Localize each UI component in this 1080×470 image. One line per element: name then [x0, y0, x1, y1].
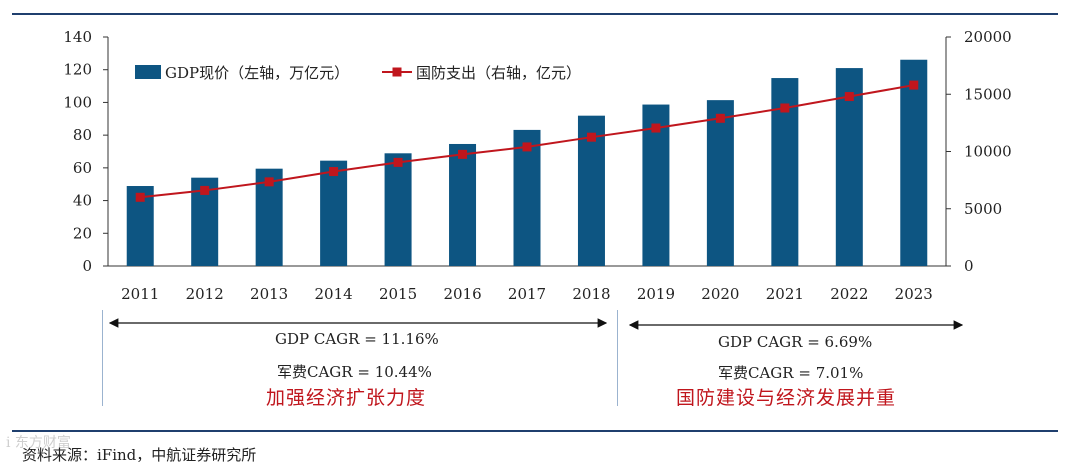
defense-spending-point — [200, 185, 210, 195]
period-arrows — [108, 318, 964, 330]
bottom-rule — [12, 430, 1058, 432]
x-tick-label: 2013 — [250, 285, 288, 303]
left-tick-label: 140 — [63, 28, 92, 46]
defense-spending-point — [329, 167, 339, 177]
gdp-bar — [449, 143, 477, 266]
watermark: i 东方财富 — [6, 435, 71, 451]
divider-middle — [617, 310, 618, 406]
period-2-gdp-cagr: GDP CAGR = 6.69% — [718, 333, 873, 351]
period-1-gdp-cagr: GDP CAGR = 11.16% — [275, 330, 439, 348]
period-2-theme: 国防建设与经济发展并重 — [676, 387, 897, 409]
x-tick-label: 2017 — [508, 285, 546, 303]
gdp-bar — [513, 129, 541, 266]
left-tick-label: 60 — [73, 159, 92, 177]
defense-spending-point — [780, 103, 790, 113]
gdp-bar — [835, 68, 863, 266]
defense-spending-point — [844, 92, 854, 102]
x-tick-label: 2011 — [121, 285, 159, 303]
x-tick-label: 2020 — [701, 285, 739, 303]
defense-spending-point — [458, 149, 468, 159]
x-tick-label: 2016 — [443, 285, 481, 303]
gdp-bar — [706, 100, 734, 266]
right-tick-label: 20000 — [964, 28, 1012, 46]
right-tick-label: 5000 — [964, 200, 1002, 218]
defense-spending-point — [909, 80, 919, 90]
period-1-military-cagr: 军费CAGR = 10.44% — [277, 363, 432, 381]
gdp-bar — [900, 59, 928, 267]
gdp-defense-chart: 0 20 40 60 80 100 120 140 0 5000 10000 15000 20000 20… — [63, 28, 1012, 303]
x-tick-label: 2012 — [186, 285, 224, 303]
legend-bar-swatch — [135, 65, 161, 79]
x-tick-label: 2023 — [895, 285, 933, 303]
defense-spending-point — [586, 132, 596, 142]
x-tick-label: 2018 — [572, 285, 610, 303]
defense-spending-point — [522, 142, 532, 152]
x-tick-label: 2014 — [315, 285, 353, 303]
gdp-bar — [384, 153, 412, 266]
left-tick-label: 20 — [73, 224, 92, 242]
left-tick-label: 40 — [73, 192, 92, 210]
defense-spending-point — [393, 157, 403, 167]
left-tick-label: 120 — [63, 61, 92, 79]
right-tick-label: 10000 — [964, 143, 1012, 161]
period-1-theme: 加强经济扩张力度 — [266, 387, 427, 409]
defense-spending-point — [264, 177, 274, 187]
x-tick-label: 2015 — [379, 285, 417, 303]
left-tick-label: 100 — [63, 93, 92, 111]
x-tick-label: 2022 — [830, 285, 868, 303]
legend-line-marker — [392, 67, 402, 77]
gdp-bar — [320, 160, 348, 266]
source-note: 资料来源：iFind，中航证券研究所 — [22, 446, 257, 464]
x-tick-label: 2021 — [766, 285, 804, 303]
divider-left — [102, 310, 103, 406]
right-tick-label: 15000 — [964, 85, 1012, 103]
left-tick-label: 80 — [73, 126, 92, 144]
defense-spending-point — [651, 123, 661, 133]
legend-line-label: 国防支出（右轴，亿元） — [416, 64, 581, 82]
defense-spending-point — [135, 192, 145, 202]
top-rule — [12, 13, 1058, 15]
x-tick-label: 2019 — [637, 285, 675, 303]
defense-spending-point — [715, 113, 725, 123]
period-2-military-cagr: 军费CAGR = 7.01% — [718, 364, 864, 382]
right-tick-label: 0 — [964, 257, 974, 275]
left-tick-label: 0 — [82, 257, 92, 275]
legend-bar-label: GDP现价（左轴，万亿元） — [165, 64, 349, 82]
